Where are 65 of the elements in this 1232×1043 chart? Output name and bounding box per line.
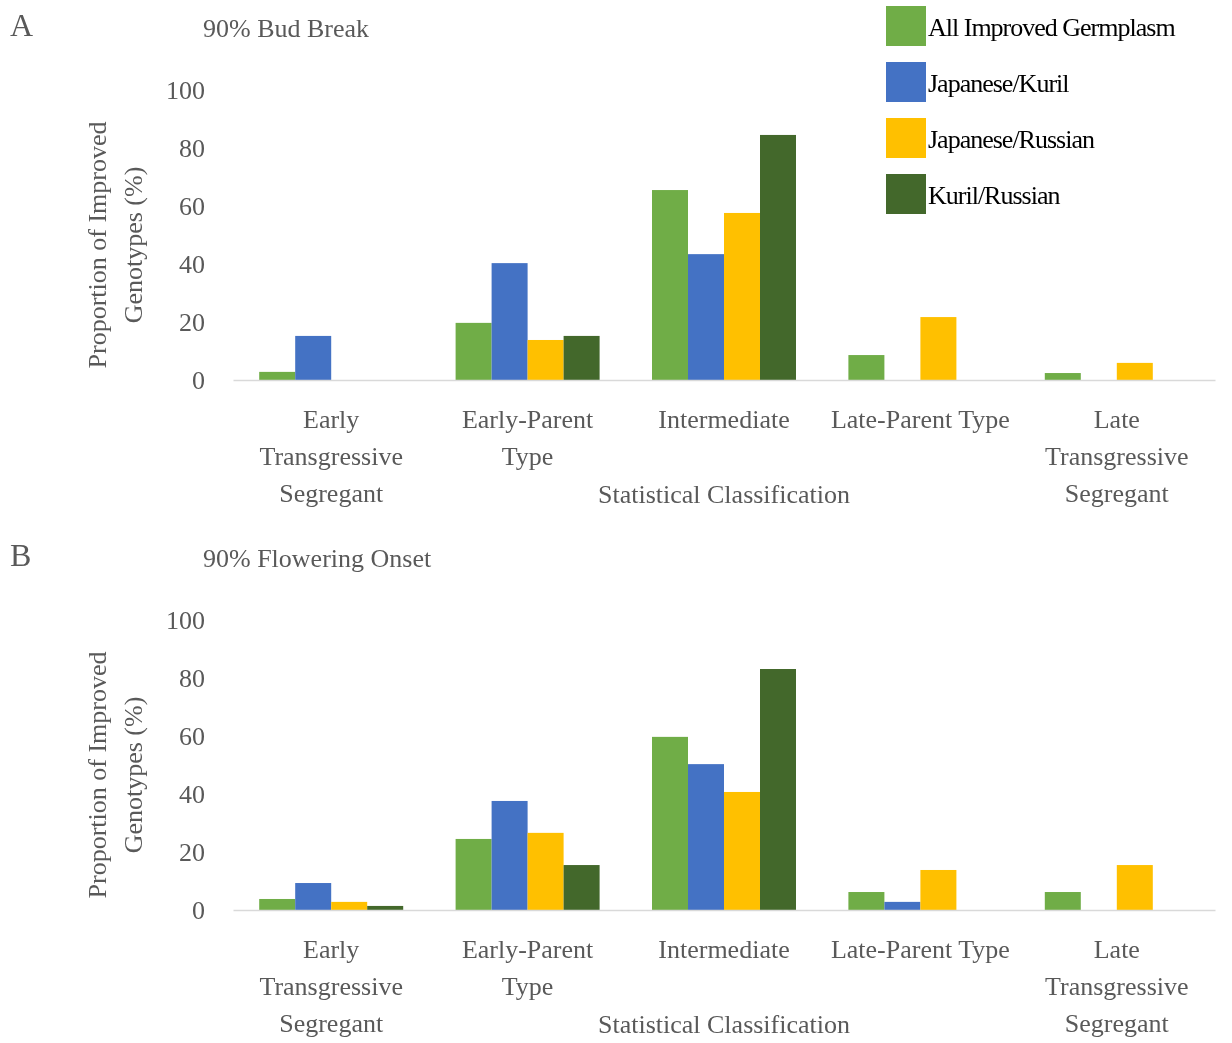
bar (527, 832, 564, 910)
bar (760, 134, 796, 380)
bar (331, 901, 368, 910)
y-tick-label: 20 (179, 307, 205, 337)
bar (563, 335, 600, 380)
legend-label: Japanese/Kuril (928, 69, 1070, 98)
x-axis-title: Statistical Classification (597, 480, 851, 509)
text: B (10, 537, 32, 573)
bar (920, 317, 957, 380)
y-tick-label: 80 (179, 663, 205, 693)
bar (367, 905, 404, 910)
bar (760, 669, 796, 910)
bar (295, 335, 332, 380)
bar (848, 355, 885, 380)
bar (455, 838, 492, 910)
y-tick-label: 100 (166, 605, 205, 635)
legend-label: Japanese/Russian (928, 125, 1095, 154)
x-tick-label: Late-Parent Type (830, 405, 1010, 434)
y-tick-label: 0 (192, 365, 205, 395)
x-tick-label: Early Transgressive Segregant (259, 935, 403, 1038)
y-tick-label: 40 (179, 779, 205, 809)
x-tick-label: Early-Parent Type (461, 405, 595, 471)
bar (848, 892, 885, 910)
x-tick-label: Late-Parent Type (830, 935, 1010, 964)
y-axis-title: Proportion of Improved Genotypes (%) (83, 651, 148, 899)
bar (1116, 362, 1153, 380)
bar (527, 339, 564, 380)
bar (920, 869, 957, 910)
x-tick-label: Early Transgressive Segregant (259, 405, 403, 508)
bar (1044, 373, 1081, 380)
bar (259, 898, 296, 910)
x-tick-label: Early-Parent Type (461, 935, 595, 1001)
bar (652, 736, 688, 910)
bar (652, 190, 688, 380)
bar (724, 212, 760, 380)
x-tick-label: Intermediate (658, 935, 790, 964)
bar (295, 883, 332, 910)
bar (1044, 892, 1081, 910)
bar (563, 865, 600, 910)
x-axis-title: Statistical Classification (597, 1010, 851, 1039)
x-tick-label: Late Transgressive Segregant (1045, 405, 1189, 508)
bar (491, 800, 528, 910)
x-tick-label: Intermediate (658, 405, 790, 434)
y-tick-label: 100 (166, 75, 205, 105)
legend-label: All Improved Germplasm (928, 13, 1176, 42)
bar (688, 254, 724, 380)
legend-label: Kuril/Russian (928, 181, 1061, 210)
y-tick-label: 20 (179, 837, 205, 867)
chart-title: 90% Flowering Onset (203, 544, 432, 573)
bar (688, 764, 724, 910)
y-tick-label: 0 (192, 895, 205, 925)
bar (455, 322, 492, 380)
y-tick-label: 60 (179, 191, 205, 221)
bar (724, 791, 760, 910)
y-axis-title: Proportion of Improved Genotypes (%) (83, 121, 148, 369)
text: A (10, 7, 34, 43)
chart-title: 90% Bud Break (203, 14, 370, 43)
bar (884, 901, 921, 910)
y-tick-label: 80 (179, 133, 205, 163)
bar (1116, 865, 1153, 910)
bar (491, 263, 528, 380)
x-tick-label: Late Transgressive Segregant (1045, 935, 1189, 1038)
y-tick-label: 60 (179, 721, 205, 751)
bar (259, 371, 296, 380)
y-tick-label: 40 (179, 249, 205, 279)
